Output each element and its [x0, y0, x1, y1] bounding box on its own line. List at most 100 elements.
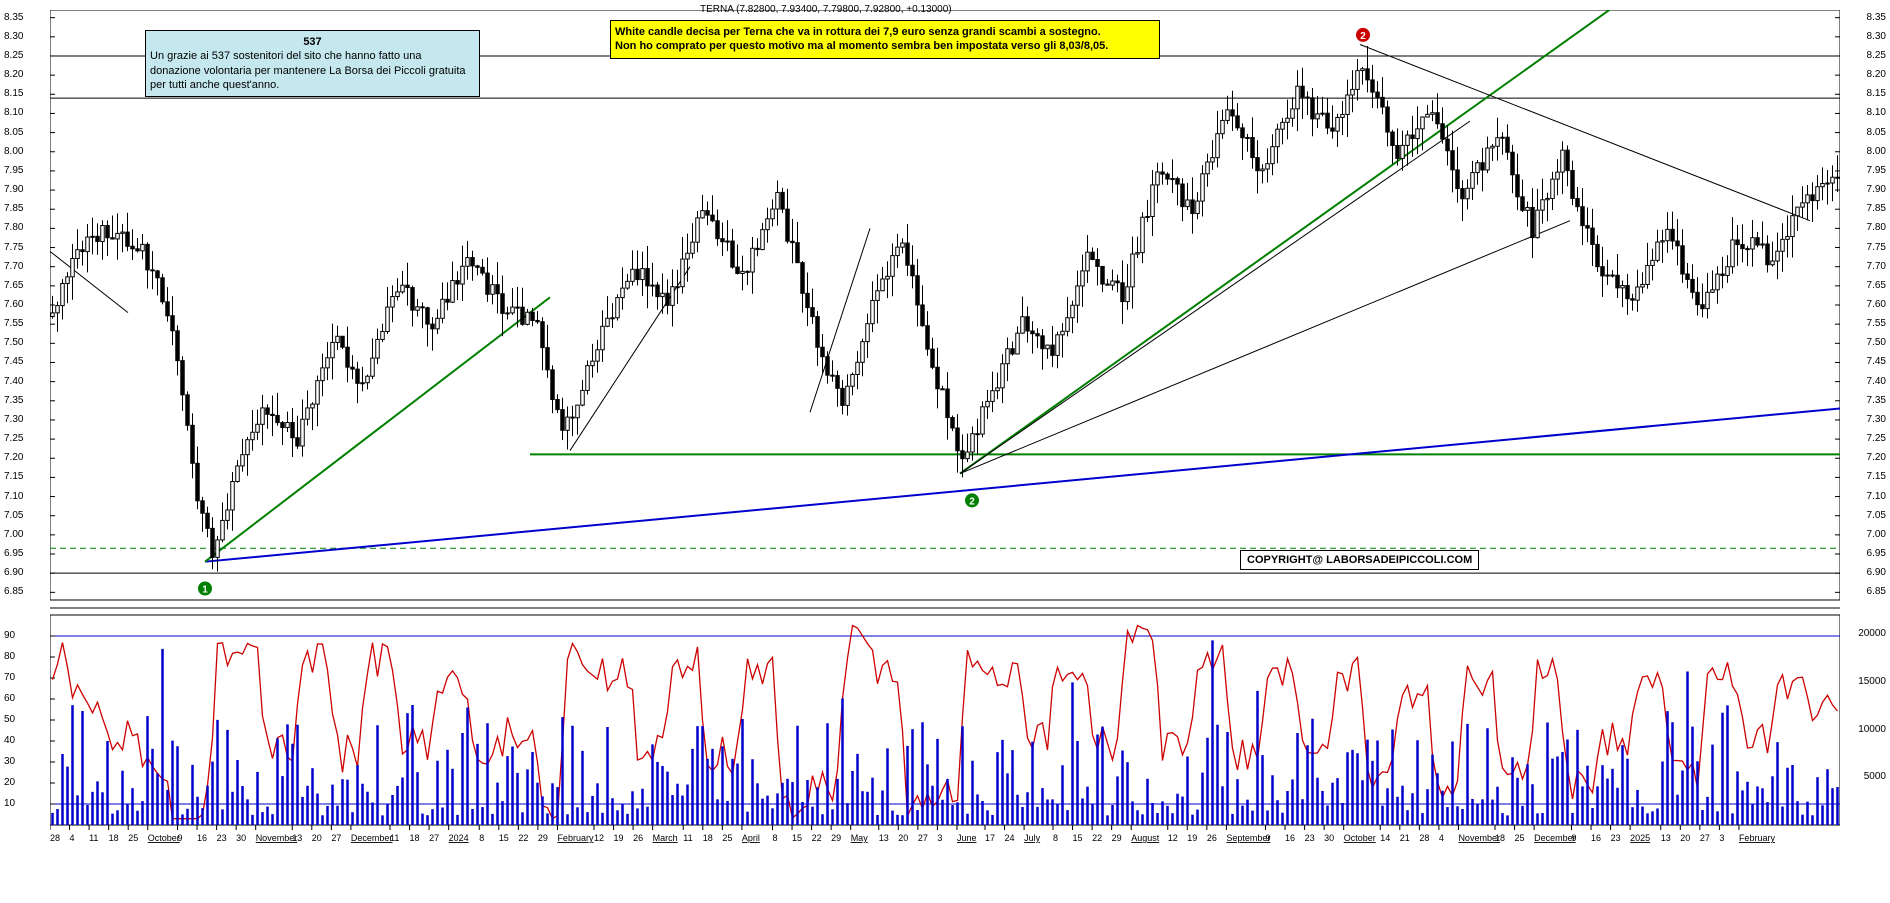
axis-tick-label: 7.25: [4, 433, 23, 444]
axis-tick-label: 7.45: [1867, 356, 1886, 367]
svg-text:30: 30: [1324, 833, 1334, 843]
svg-text:20: 20: [312, 833, 322, 843]
axis-tick-label: 7.40: [4, 376, 23, 387]
svg-text:27: 27: [429, 833, 439, 843]
axis-tick-label: 7.10: [4, 491, 23, 502]
axis-tick-label: 8.05: [1867, 127, 1886, 138]
svg-text:15: 15: [1073, 833, 1083, 843]
svg-text:18: 18: [109, 833, 119, 843]
axis-tick-label: 7.15: [4, 471, 23, 482]
axis-tick-label: 7.05: [1867, 510, 1886, 521]
axis-tick-label: 8.10: [4, 107, 23, 118]
svg-text:November: November: [256, 833, 298, 843]
svg-text:19: 19: [1187, 833, 1197, 843]
commentary-text: White candle decisa per Terna che va in …: [615, 26, 1108, 52]
svg-text:4: 4: [70, 833, 75, 843]
axis-tick-label: 7.70: [1867, 261, 1886, 272]
axis-tick-label: 6.90: [4, 567, 23, 578]
axis-tick-label: 7.80: [1867, 222, 1886, 233]
axis-tick-label: 8.00: [4, 146, 23, 157]
svg-text:June: June: [957, 833, 977, 843]
svg-text:14: 14: [1380, 833, 1390, 843]
axis-tick-label: 30: [4, 756, 15, 767]
axis-tick-label: 8.35: [1867, 12, 1886, 23]
axis-tick-label: 7.65: [1867, 280, 1886, 291]
axis-tick-label: 8.30: [4, 31, 23, 42]
svg-text:20: 20: [898, 833, 908, 843]
svg-text:May: May: [851, 833, 869, 843]
axis-tick-label: 15000: [1858, 676, 1886, 687]
axis-tick-label: 6.90: [1867, 567, 1886, 578]
thanks-title: 537: [150, 35, 475, 49]
axis-tick-label: 8.10: [1867, 107, 1886, 118]
svg-text:October: October: [1344, 833, 1376, 843]
svg-text:13: 13: [1661, 833, 1671, 843]
svg-text:9: 9: [1572, 833, 1577, 843]
svg-text:2: 2: [969, 496, 975, 507]
axis-tick-label: 6.85: [4, 586, 23, 597]
svg-text:21: 21: [1400, 833, 1410, 843]
svg-text:2025: 2025: [1630, 833, 1650, 843]
axis-tick-label: 7.20: [1867, 452, 1886, 463]
svg-text:23: 23: [1305, 833, 1315, 843]
svg-text:29: 29: [538, 833, 548, 843]
axis-tick-label: 8.25: [1867, 50, 1886, 61]
svg-text:18: 18: [1495, 833, 1505, 843]
svg-text:25: 25: [722, 833, 732, 843]
svg-text:22: 22: [812, 833, 822, 843]
svg-text:18: 18: [703, 833, 713, 843]
svg-text:8: 8: [773, 833, 778, 843]
svg-text:23: 23: [217, 833, 227, 843]
svg-text:February: February: [1739, 833, 1776, 843]
axis-tick-label: 7.05: [4, 510, 23, 521]
chart-svg: 122284111825October9162330November132027…: [50, 10, 1840, 860]
axis-tick-label: 7.15: [1867, 471, 1886, 482]
svg-text:28: 28: [1419, 833, 1429, 843]
axis-tick-label: 7.95: [1867, 165, 1886, 176]
axis-tick-label: 8.35: [4, 12, 23, 23]
svg-text:15: 15: [792, 833, 802, 843]
svg-text:2: 2: [1360, 31, 1366, 42]
svg-text:September: September: [1226, 833, 1270, 843]
axis-tick-label: 7.75: [4, 242, 23, 253]
axis-tick-label: 8.25: [4, 50, 23, 61]
axis-tick-label: 7.00: [4, 529, 23, 540]
svg-text:29: 29: [1112, 833, 1122, 843]
axis-tick-label: 7.10: [1867, 491, 1886, 502]
axis-tick-label: 7.35: [4, 395, 23, 406]
svg-text:4: 4: [1439, 833, 1444, 843]
axis-tick-label: 7.50: [1867, 337, 1886, 348]
svg-text:30: 30: [236, 833, 246, 843]
svg-text:23: 23: [1611, 833, 1621, 843]
axis-tick-label: 60: [4, 693, 15, 704]
axis-tick-label: 7.60: [1867, 299, 1886, 310]
svg-text:16: 16: [197, 833, 207, 843]
svg-text:November: November: [1458, 833, 1500, 843]
svg-text:16: 16: [1285, 833, 1295, 843]
svg-text:27: 27: [918, 833, 928, 843]
axis-tick-label: 20000: [1858, 628, 1886, 639]
axis-tick-label: 8.20: [4, 69, 23, 80]
svg-text:2024: 2024: [449, 833, 469, 843]
axis-tick-label: 7.50: [4, 337, 23, 348]
thanks-body: Un grazie ai 537 sostenitori del sito ch…: [150, 49, 475, 92]
chart-container: 122284111825October9162330November132027…: [50, 10, 1840, 860]
svg-text:February: February: [557, 833, 594, 843]
axis-tick-label: 8.15: [1867, 88, 1886, 99]
axis-tick-label: 90: [4, 630, 15, 641]
svg-text:28: 28: [50, 833, 60, 843]
svg-text:17: 17: [985, 833, 995, 843]
axis-tick-label: 6.95: [1867, 548, 1886, 559]
svg-text:22: 22: [518, 833, 528, 843]
axis-tick-label: 5000: [1864, 771, 1886, 782]
axis-tick-label: 10: [4, 798, 15, 809]
svg-text:12: 12: [594, 833, 604, 843]
axis-tick-label: 8.00: [1867, 146, 1886, 157]
axis-tick-label: 7.55: [4, 318, 23, 329]
svg-text:3: 3: [1719, 833, 1724, 843]
svg-text:1: 1: [202, 585, 208, 596]
axis-tick-label: 7.35: [1867, 395, 1886, 406]
axis-tick-label: 7.90: [4, 184, 23, 195]
axis-tick-label: 7.75: [1867, 242, 1886, 253]
svg-text:13: 13: [879, 833, 889, 843]
